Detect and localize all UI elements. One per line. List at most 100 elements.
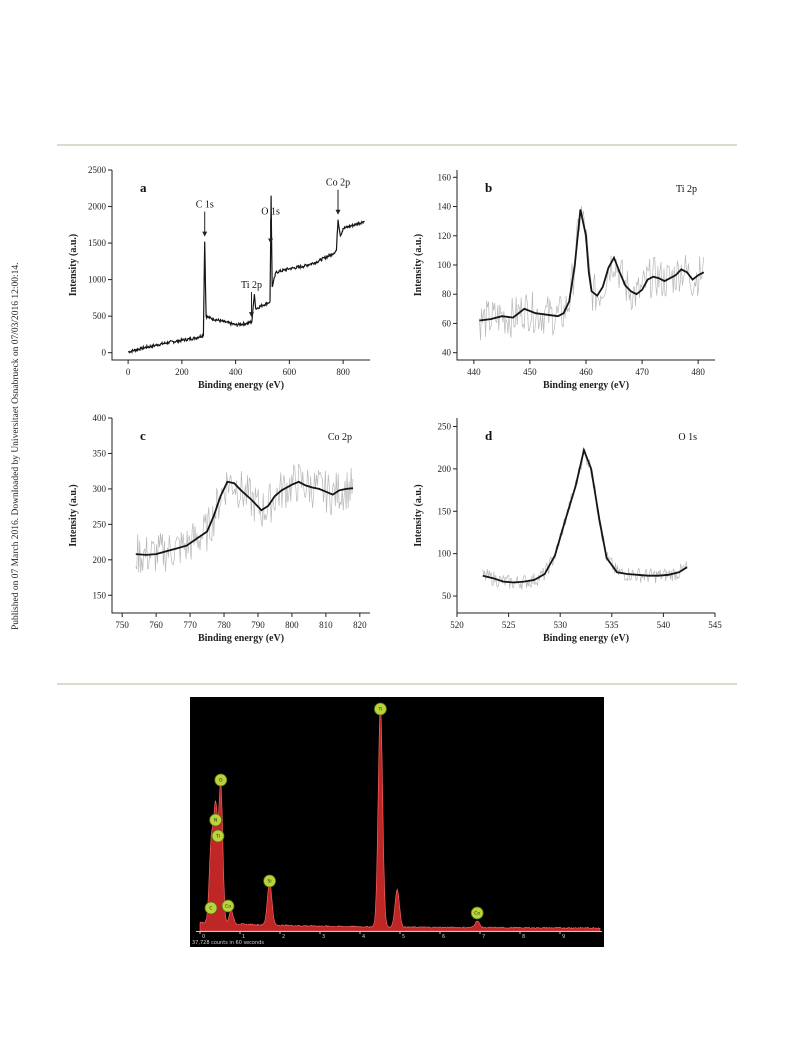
fitted-curve xyxy=(135,480,354,556)
x-tick-label: 200 xyxy=(175,367,189,377)
y-tick-label: 300 xyxy=(93,484,107,494)
x-tick-label: 440 xyxy=(467,367,481,377)
eds-marker-label: Si xyxy=(268,879,272,885)
peak-arrowhead xyxy=(202,231,208,237)
axis-frame xyxy=(456,170,715,361)
co2p-chart: 750 760 770 780 790 800 810 820 150 200 250 300 350 4… xyxy=(60,408,380,644)
y-tick-label: 100 xyxy=(438,260,452,270)
y-tick-label: 350 xyxy=(93,448,107,458)
eds-peak-marker: Co xyxy=(470,906,484,920)
eds-x-tick-label: 4 xyxy=(362,934,365,940)
y-axis-title: Intensity (a.u.) xyxy=(413,484,424,547)
o1s-chart: 520 525 530 535 540 545 50 100 150 200 250 Binding … xyxy=(405,408,725,644)
eds-marker-label: Ti xyxy=(215,834,220,840)
x-tick-label: 470 xyxy=(635,367,649,377)
y-tick-label: 80 xyxy=(442,289,452,299)
o1s-plot: 520 525 530 535 540 545 50 100 150 200 250 Binding … xyxy=(413,418,722,644)
eds-marker-label: Ti xyxy=(377,707,382,713)
eds-spectrum: 0 1 2 3 4 5 6 7 8 9 37,728 counts in 60 seconds O N T… xyxy=(190,697,604,947)
y-axis-title: Intensity (a.u.) xyxy=(68,484,79,547)
panel-letter: c xyxy=(140,428,146,443)
x-axis-title: Binding energy (eV) xyxy=(543,380,629,391)
x-tick-label: 545 xyxy=(708,620,722,630)
top-divider xyxy=(57,144,737,146)
y-tick-label: 140 xyxy=(438,202,452,212)
y-tick-label: 1000 xyxy=(88,275,107,285)
x-tick-label: 760 xyxy=(149,620,163,630)
eds-marker-circle xyxy=(373,702,387,716)
panel-tag: Ti 2p xyxy=(676,184,697,195)
fitted-curve xyxy=(479,209,705,322)
x-tick-label: 800 xyxy=(336,367,350,377)
y-tick-label: 160 xyxy=(438,172,452,182)
xps-survey-plot: 0 200 400 600 800 0 500 1000 1500 2000 2500 Binding… xyxy=(68,165,370,391)
x-tick-label: 750 xyxy=(115,620,129,630)
panel-tag: Co 2p xyxy=(328,432,352,443)
x-tick-label: 525 xyxy=(502,620,516,630)
eds-peak-marker: O xyxy=(214,773,228,787)
eds-marker-label: O xyxy=(219,778,223,784)
eds-peak-marker: Si xyxy=(263,874,276,888)
peak-arrowhead xyxy=(335,209,341,215)
publication-note: Published on 07 March 2016. Downloaded b… xyxy=(5,210,23,630)
y-tick-label: 250 xyxy=(438,421,452,431)
ti2p-plot: 440 450 460 470 480 40 60 80 100 120 140 160 Binding… xyxy=(413,170,715,391)
publication-note-text: Published on 07 March 2016. Downloaded b… xyxy=(11,262,21,630)
eds-marker-label: Co xyxy=(474,911,480,917)
eds-marker-circle xyxy=(263,874,276,888)
x-tick-label: 600 xyxy=(283,367,297,377)
x-tick-label: 810 xyxy=(319,620,333,630)
x-tick-label: 0 xyxy=(126,367,131,377)
y-tick-label: 150 xyxy=(93,590,107,600)
y-tick-label: 200 xyxy=(93,555,107,565)
eds-plot: 0 1 2 3 4 5 6 7 8 9 37,728 counts in 60 seconds O N T… xyxy=(192,702,602,946)
x-tick-label: 460 xyxy=(579,367,593,377)
axis-frame xyxy=(456,418,715,614)
eds-marker-label: C xyxy=(209,906,212,912)
axis-frame xyxy=(111,170,370,361)
x-tick-label: 540 xyxy=(657,620,671,630)
eds-x-tick-label: 2 xyxy=(282,934,285,940)
eds-x-tick-label: 0 xyxy=(202,934,205,940)
panel-tag: O 1s xyxy=(678,432,697,443)
y-tick-label: 150 xyxy=(438,506,452,516)
xps-survey-chart: 0 200 400 600 800 0 500 1000 1500 2000 2500 Binding… xyxy=(60,160,380,391)
eds-marker-label: Co xyxy=(225,904,231,910)
panel-letter: b xyxy=(485,180,492,195)
x-axis-title: Binding energy (eV) xyxy=(198,380,284,391)
x-tick-label: 800 xyxy=(285,620,299,630)
eds-peak-marker: Co xyxy=(221,899,235,913)
raw-data-trace xyxy=(479,205,705,341)
survey-trace xyxy=(127,195,365,354)
peak-arrowhead xyxy=(248,312,254,318)
eds-x-tick-label: 6 xyxy=(442,934,445,940)
eds-marker-circle xyxy=(214,773,228,787)
eds-peak-marker: Ti xyxy=(373,702,387,716)
y-tick-label: 2500 xyxy=(88,165,107,175)
y-tick-label: 250 xyxy=(93,519,107,529)
y-tick-label: 50 xyxy=(442,591,452,601)
axis-frame xyxy=(111,418,370,614)
y-tick-label: 60 xyxy=(442,318,452,328)
eds-marker-circle xyxy=(209,813,223,827)
fitted-curve xyxy=(482,447,688,584)
peak-label: Co 2p xyxy=(326,178,350,189)
eds-caption: 37,728 counts in 60 seconds xyxy=(192,940,264,946)
x-axis-title: Binding energy (eV) xyxy=(198,633,284,644)
x-tick-label: 520 xyxy=(450,620,464,630)
eds-x-tick-label: 3 xyxy=(322,934,325,940)
panel-letter: d xyxy=(485,428,493,443)
x-tick-label: 480 xyxy=(691,367,705,377)
bottom-divider xyxy=(57,683,737,685)
y-tick-label: 120 xyxy=(438,231,452,241)
eds-peak-marker: C xyxy=(204,901,218,915)
raw-data-trace xyxy=(482,448,688,590)
x-tick-label: 535 xyxy=(605,620,619,630)
x-tick-label: 400 xyxy=(229,367,243,377)
panel-letter: a xyxy=(140,180,147,195)
peak-label: C 1s xyxy=(196,200,214,211)
eds-x-tick-label: 8 xyxy=(522,934,525,940)
x-axis-title: Binding energy (eV) xyxy=(543,633,629,644)
x-tick-label: 790 xyxy=(251,620,265,630)
y-tick-label: 40 xyxy=(442,348,452,358)
